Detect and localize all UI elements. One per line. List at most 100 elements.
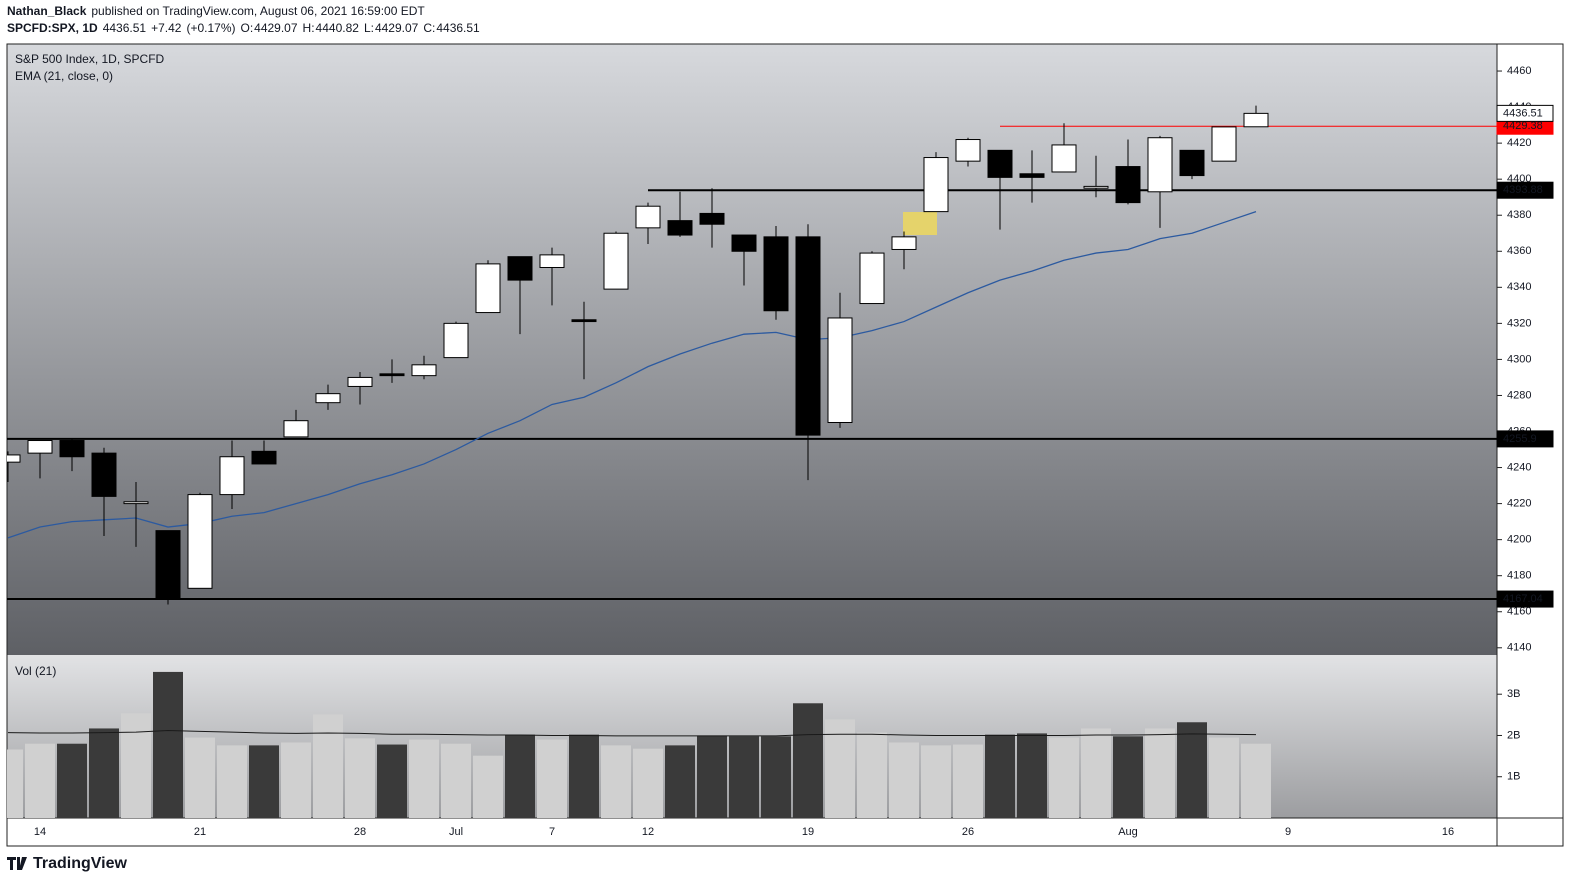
x-tick-label: 26	[962, 826, 974, 838]
level-tag-bg	[1496, 430, 1554, 448]
y-tick-label: 4340	[1507, 281, 1531, 293]
volume-bar	[601, 745, 631, 818]
candle-body	[91, 452, 117, 497]
y-tick-label: 3B	[1507, 688, 1520, 700]
candle-body	[1051, 144, 1077, 173]
last-price-tag: 4436.51	[1503, 107, 1543, 119]
volume-bar	[665, 745, 695, 818]
frame	[6, 43, 1564, 847]
x-tick-label: 21	[194, 826, 206, 838]
header-text: C:	[423, 21, 435, 35]
volume-bar	[1081, 728, 1111, 818]
volume-bar	[889, 742, 919, 818]
candle-body	[155, 530, 181, 600]
volume-bar	[921, 745, 951, 818]
volume-bar	[345, 738, 375, 818]
x-tick-label: Aug	[1118, 826, 1138, 838]
candle-body	[507, 256, 533, 281]
header-text: Nathan_Black	[7, 4, 87, 18]
candle-body	[987, 149, 1013, 178]
header-text: (+0.17%)	[186, 21, 235, 35]
volume-bar	[313, 714, 343, 818]
highlight-box	[903, 212, 937, 235]
candle-body	[59, 440, 85, 458]
volume-bar	[537, 739, 567, 818]
volume-bar	[281, 742, 311, 818]
x-tick-label: 19	[802, 826, 814, 838]
y-tick-label: 4360	[1507, 245, 1531, 257]
candle-body	[635, 205, 661, 229]
candle-body	[7, 454, 21, 463]
volume-bar	[1209, 737, 1239, 818]
y-tick-label: 4460	[1507, 65, 1531, 77]
volume-bar	[121, 713, 151, 818]
volume-bar	[697, 735, 727, 818]
volume-bar	[409, 739, 439, 818]
header-text: SPCFD:SPX, 1D	[7, 21, 98, 35]
candle-body	[667, 220, 693, 236]
x-tick-label: 7	[549, 826, 555, 838]
candle-body	[1179, 149, 1205, 177]
volume-ma-line	[7, 730, 1257, 737]
volume-bar	[57, 743, 87, 818]
header-text: 4436.51	[436, 21, 480, 35]
volume-bar	[857, 732, 887, 818]
candle-body	[539, 254, 565, 268]
y-tick-label: 4200	[1507, 534, 1531, 546]
candle-body	[1115, 166, 1141, 204]
y-tick-label: 4300	[1507, 353, 1531, 365]
candle-body	[827, 317, 853, 423]
chart-title: S&P 500 Index, 1D, SPCFD	[15, 52, 165, 66]
candle-body	[411, 364, 437, 377]
header-text: L:	[364, 21, 374, 35]
candle-body	[955, 139, 981, 162]
volume-bar	[729, 736, 759, 818]
candle-body	[187, 494, 213, 589]
volume-bar	[1145, 728, 1175, 818]
level-tag: 4393.88	[1503, 184, 1543, 196]
candle-body	[731, 234, 757, 252]
volume-bar	[7, 749, 23, 818]
logo	[7, 857, 27, 870]
candle-body	[859, 252, 885, 305]
candle-body	[603, 232, 629, 290]
brand: TradingView	[33, 855, 128, 872]
header-text: 4429.07	[375, 21, 419, 35]
volume-bar	[825, 719, 855, 818]
candle-body	[571, 319, 597, 323]
candle-body	[699, 212, 725, 225]
volume-bar	[217, 745, 247, 818]
volume-bar	[153, 671, 183, 818]
candle-body	[347, 376, 373, 387]
volume-bar	[793, 703, 823, 818]
volume-bar	[569, 734, 599, 818]
header-text: H:	[303, 21, 315, 35]
y-tick-label: 4420	[1507, 137, 1531, 149]
candle-body	[443, 322, 469, 359]
volume-bar	[249, 745, 279, 818]
candle-body	[1083, 185, 1109, 189]
ema-legend: EMA (21, close, 0)	[15, 69, 113, 83]
volume-bar	[377, 744, 407, 818]
volume-bar	[953, 744, 983, 818]
last-price-tag-bg	[1496, 104, 1554, 122]
candle-body	[763, 236, 789, 312]
level-tag: 4255.9	[1503, 433, 1537, 445]
x-tick-label: 28	[354, 826, 366, 838]
candle-body	[315, 393, 341, 404]
candle-body	[283, 420, 309, 438]
volume-bar	[505, 734, 535, 818]
candle-body	[27, 440, 53, 454]
level-tag-bg	[1496, 590, 1554, 608]
header-text: published on TradingView.com, August 06,…	[91, 4, 425, 18]
x-tick-label: Jul	[449, 826, 463, 838]
y-tick-label: 2B	[1507, 729, 1520, 741]
volume-bar	[1177, 722, 1207, 818]
volume-bar	[441, 743, 471, 818]
volume-bar	[1049, 737, 1079, 818]
y-tick-label: 1B	[1507, 771, 1520, 783]
candle-body	[379, 373, 405, 377]
volume-bar	[633, 748, 663, 818]
volume-bar	[473, 755, 503, 818]
